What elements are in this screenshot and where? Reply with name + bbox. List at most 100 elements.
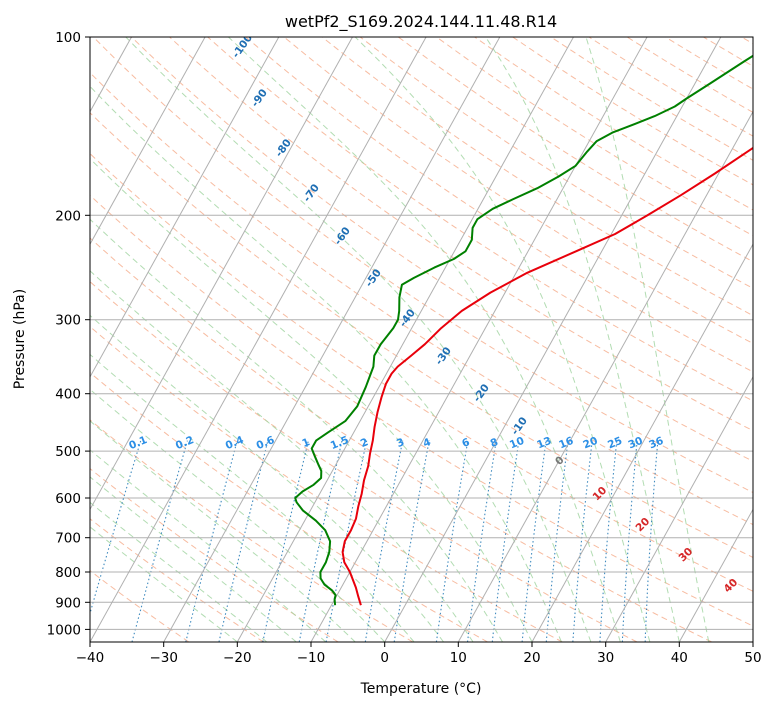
dry-adiabat — [90, 237, 712, 642]
dry-adiabat — [92, 37, 753, 494]
mixing-ratio-label: 8 — [489, 436, 500, 450]
moist-adiabat — [90, 314, 444, 642]
mixing-ratio-label: 10 — [508, 435, 526, 452]
isotherm-label: -80 — [273, 137, 294, 159]
isotherm-label: -90 — [249, 87, 270, 109]
dry-adiabat — [703, 37, 753, 67]
isotherm-line — [90, 37, 206, 246]
moist-adiabat — [90, 270, 474, 642]
mixing-ratio-line — [262, 440, 309, 642]
moist-adiabat — [90, 218, 503, 642]
y-tick-label: 200 — [55, 208, 81, 224]
mixing-ratio-line — [131, 440, 188, 642]
moist-adiabat — [90, 449, 327, 642]
x-tick-label: 30 — [597, 650, 614, 666]
dry-adiabat — [90, 152, 753, 592]
mixing-ratio-label: 36 — [647, 435, 665, 452]
dry-adiabat — [90, 569, 190, 642]
moist-adiabat — [485, 37, 680, 642]
x-tick-label: −10 — [297, 650, 326, 666]
moist-adiabat — [585, 37, 710, 642]
dry-adiabat — [398, 37, 753, 263]
y-axis-label: Pressure (hPa) — [12, 289, 28, 389]
isotherm-line — [310, 37, 648, 642]
mixing-ratio-line — [572, 440, 593, 642]
x-axis-label: Temperature (°C) — [360, 681, 482, 697]
x-tick-label: 40 — [671, 650, 688, 666]
isotherm-label: -40 — [397, 307, 418, 329]
isotherm-line — [90, 37, 427, 642]
y-axis: 100 200 300 400 500 600 700 800 900 1000 — [47, 30, 90, 638]
isotherm-label: -60 — [332, 225, 353, 247]
adiabat-label: 20 — [633, 515, 652, 534]
mixing-ratio-line — [644, 440, 659, 642]
mixing-ratio-line — [521, 440, 547, 642]
y-tick-label: 1000 — [47, 622, 81, 638]
x-axis: −40 −30 −20 −10 0 10 20 30 40 50 — [76, 642, 762, 666]
moist-adiabat — [90, 158, 533, 642]
x-tick-label: 20 — [523, 650, 540, 666]
y-tick-label: 700 — [55, 531, 81, 547]
y-tick-label: 600 — [55, 491, 81, 507]
mixing-ratio-line — [325, 440, 368, 642]
dry-adiabat — [90, 518, 264, 642]
dry-adiabat — [90, 325, 563, 642]
dry-adiabat — [90, 371, 488, 642]
adiabat-label: 40 — [721, 576, 740, 595]
x-tick-label: −30 — [149, 650, 178, 666]
plot-frame — [89, 36, 754, 643]
isotherm-line — [678, 508, 753, 642]
isotherm-line — [752, 640, 753, 642]
mixing-ratio-label: 16 — [557, 435, 575, 452]
mixing-ratio-label: 25 — [606, 435, 624, 452]
mixing-ratio-label: 1.5 — [329, 434, 351, 452]
moist-adiabat — [90, 526, 238, 642]
mixing-ratio-line — [435, 440, 469, 642]
mixing-ratio-label: 20 — [581, 435, 599, 452]
moist-adiabat — [90, 353, 415, 642]
adiabat-label: 30 — [676, 545, 695, 564]
mixing-ratio-label: 0.6 — [255, 434, 277, 452]
mixing-ratio-label: 6 — [460, 436, 471, 450]
dry-adiabat — [245, 37, 753, 373]
isotherm-line — [236, 37, 574, 642]
moist-adiabat — [90, 388, 386, 642]
isotherm-line — [457, 110, 753, 642]
moist-adiabat — [354, 37, 651, 642]
mixing-ratio-line — [218, 440, 269, 642]
y-tick-label: 800 — [55, 565, 81, 581]
moist-adiabat — [90, 420, 356, 642]
dry-adiabat — [359, 37, 753, 289]
isotherm-line — [531, 243, 753, 642]
profile-lines — [294, 54, 753, 606]
y-tick-label: 300 — [55, 313, 81, 329]
y-tick-label: 500 — [55, 444, 81, 460]
dry-adiabat — [283, 37, 753, 344]
dry-adiabat — [90, 71, 753, 526]
mixing-ratio-line — [185, 440, 238, 642]
isotherm-line — [163, 37, 501, 642]
moist-adiabat — [125, 37, 592, 642]
dry-adiabat — [90, 468, 339, 642]
dry-adiabat — [90, 281, 638, 642]
x-tick-label: 50 — [744, 650, 761, 666]
dry-adiabat — [90, 419, 414, 642]
mixing-ratio-label: 0.4 — [224, 434, 246, 452]
dry-adiabat — [321, 37, 753, 317]
isotherm-label: -50 — [363, 267, 384, 289]
isotherm-label: -10 — [509, 415, 530, 437]
mixing-ratio-line — [491, 440, 520, 642]
isotherm-line — [0, 37, 58, 642]
isotherm-line — [605, 375, 753, 642]
isotherm-line — [384, 37, 722, 642]
moist-adiabat — [90, 85, 562, 642]
mixing-ratio-line — [466, 440, 497, 642]
moist-adiabat — [228, 37, 621, 642]
mixing-ratio-line — [393, 440, 430, 642]
mixing-ratio-label: 13 — [535, 435, 553, 452]
mixing-ratio-line — [364, 440, 404, 642]
mixing-ratio-label: 4 — [421, 436, 432, 450]
mixing-ratio-label: 1 — [300, 436, 311, 450]
x-tick-label: 0 — [380, 650, 389, 666]
